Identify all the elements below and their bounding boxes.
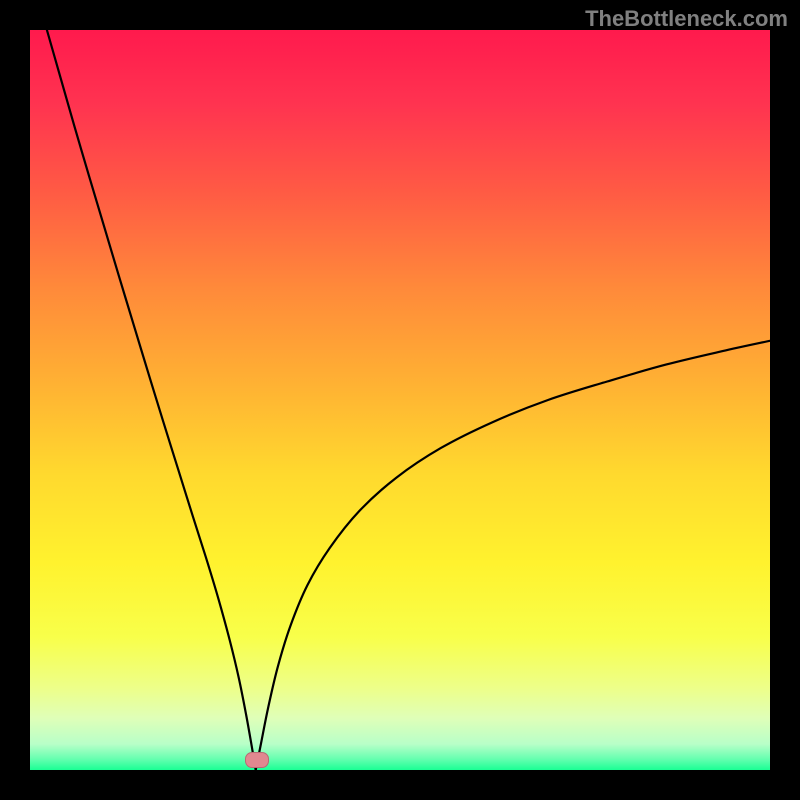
watermark-text: TheBottleneck.com	[585, 6, 788, 32]
curve-right-branch	[256, 341, 770, 770]
chart-container: TheBottleneck.com	[0, 0, 800, 800]
minimum-marker	[245, 752, 269, 768]
curve-layer	[0, 0, 800, 800]
curve-left-branch	[30, 0, 256, 770]
